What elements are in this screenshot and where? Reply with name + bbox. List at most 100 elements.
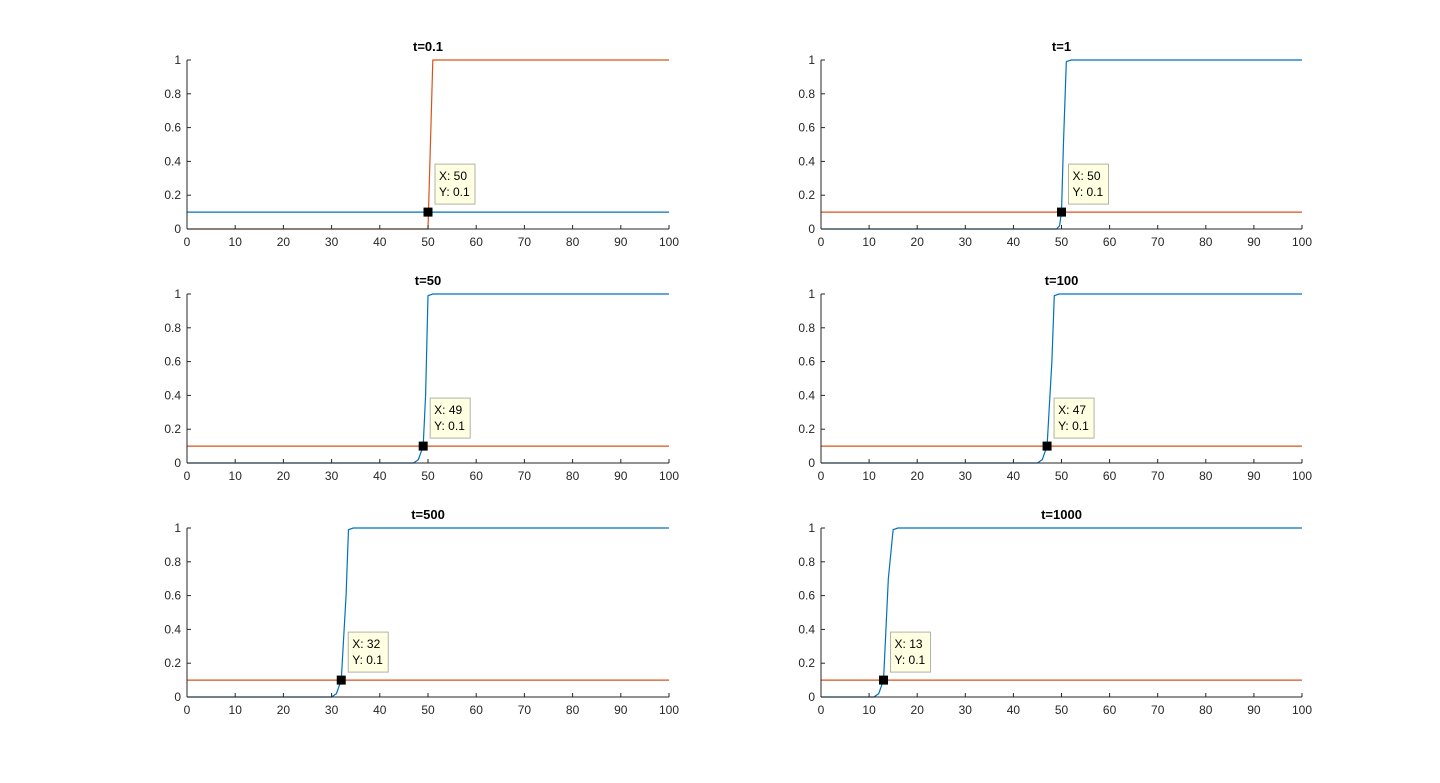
- x-tick-label: 50: [421, 703, 435, 717]
- subplot-title: t=0.1: [413, 39, 443, 54]
- series-line-1: [187, 527, 669, 698]
- y-tick-label: 0.4: [164, 622, 181, 636]
- series-line-1: [821, 527, 1302, 698]
- subplot-title: t=1: [1052, 39, 1071, 54]
- data-tip-text: X: 50: [1073, 169, 1101, 183]
- data-tip-box: [434, 163, 476, 205]
- data-tip: X: 49 Y: 0.1: [418, 397, 471, 451]
- data-tip-marker: [1042, 441, 1052, 451]
- data-tip-text: Y: 0.1: [1058, 419, 1089, 433]
- data-tip-text: Y: 0.1: [434, 419, 465, 433]
- data-tip-marker: [879, 675, 889, 685]
- data-tip-text: X: 13: [895, 637, 923, 651]
- x-tick-label: 70: [518, 469, 532, 483]
- subplot-2: 0 10 20 30 40 50 60 70 80 90 100 0 0.2 0.4 0.6 0.8 1 t=1 X…: [798, 39, 1312, 249]
- y-tick-label: 0.8: [164, 87, 181, 101]
- x-tick-label: 30: [959, 703, 973, 717]
- x-tick-label: 10: [229, 703, 243, 717]
- x-tick-label: 0: [818, 703, 825, 717]
- subplot-title: t=500: [411, 507, 445, 522]
- x-tick-label: 100: [1292, 703, 1312, 717]
- x-tick-label: 80: [1199, 235, 1213, 249]
- x-tick-label: 30: [959, 469, 973, 483]
- subplot-4: 0 10 20 30 40 50 60 70 80 90 100 0 0.2 0.4 0.6 0.8 1 t=10…: [798, 273, 1312, 483]
- x-tick-label: 0: [184, 235, 191, 249]
- data-tip-box: [890, 631, 932, 673]
- subplot-title: t=1000: [1041, 507, 1082, 522]
- y-tick-label: 0: [808, 222, 815, 236]
- x-tick-label: 70: [1151, 235, 1165, 249]
- data-tip: X: 32 Y: 0.1: [336, 631, 389, 685]
- series-line-1: [821, 59, 1302, 230]
- y-tick-label: 0.6: [164, 121, 181, 135]
- data-tip-text: Y: 0.1: [895, 653, 926, 667]
- data-tip-text: X: 32: [352, 637, 380, 651]
- x-tick-label: 60: [470, 235, 484, 249]
- data-tip: X: 13 Y: 0.1: [879, 631, 932, 685]
- y-tick-label: 0.6: [164, 355, 181, 369]
- data-tip-text: Y: 0.1: [439, 185, 470, 199]
- x-tick-label: 90: [614, 469, 628, 483]
- data-tip-marker: [336, 675, 346, 685]
- x-tick-label: 70: [518, 235, 532, 249]
- data-tip-text: Y: 0.1: [1073, 185, 1104, 199]
- x-tick-label: 0: [818, 469, 825, 483]
- y-tick-label: 1: [174, 521, 181, 535]
- y-tick-label: 1: [174, 287, 181, 301]
- x-tick-label: 50: [421, 235, 435, 249]
- x-tick-label: 50: [1055, 235, 1069, 249]
- data-tip-box: [1068, 163, 1109, 205]
- y-tick-label: 1: [808, 521, 815, 535]
- x-tick-label: 80: [566, 469, 580, 483]
- data-tip: X: 47 Y: 0.1: [1042, 397, 1095, 451]
- data-tip-text: X: 47: [1058, 403, 1086, 417]
- y-tick-label: 0.6: [164, 589, 181, 603]
- x-tick-label: 20: [277, 469, 291, 483]
- x-tick-label: 0: [184, 703, 191, 717]
- x-tick-label: 40: [373, 235, 387, 249]
- x-tick-label: 50: [421, 469, 435, 483]
- y-tick-label: 0: [174, 222, 181, 236]
- x-tick-label: 20: [911, 703, 925, 717]
- series-line-1: [187, 293, 669, 464]
- x-tick-label: 40: [1007, 469, 1021, 483]
- y-tick-label: 0.4: [798, 154, 815, 168]
- x-tick-label: 60: [1103, 703, 1117, 717]
- y-tick-label: 0.6: [798, 121, 815, 135]
- x-tick-label: 80: [1199, 703, 1213, 717]
- x-tick-label: 100: [659, 235, 679, 249]
- x-tick-label: 60: [1103, 235, 1117, 249]
- y-tick-label: 0.8: [798, 87, 815, 101]
- x-tick-label: 50: [1055, 469, 1069, 483]
- subplot-3: 0 10 20 30 40 50 60 70 80 90 100 0 0.2 0.4 0.6 0.8 1 t=50…: [164, 273, 679, 483]
- data-tip-box: [347, 631, 389, 673]
- x-tick-label: 90: [1247, 469, 1261, 483]
- x-tick-label: 70: [1151, 469, 1165, 483]
- y-tick-label: 0: [174, 690, 181, 704]
- y-tick-label: 0.8: [798, 321, 815, 335]
- y-tick-label: 0.6: [798, 355, 815, 369]
- data-tip-text: X: 50: [439, 169, 467, 183]
- x-tick-label: 90: [1247, 703, 1261, 717]
- y-tick-label: 0.2: [798, 656, 815, 670]
- data-tip-text: Y: 0.1: [352, 653, 383, 667]
- subplot-title: t=50: [415, 273, 441, 288]
- subplot-5: 0 10 20 30 40 50 60 70 80 90 100 0 0.2 0.4 0.6 0.8 1 t=50…: [164, 507, 679, 717]
- x-tick-label: 10: [862, 235, 876, 249]
- y-tick-label: 0.8: [164, 321, 181, 335]
- x-tick-label: 90: [1247, 235, 1261, 249]
- y-tick-label: 0.6: [798, 589, 815, 603]
- y-tick-label: 0.2: [798, 188, 815, 202]
- subplot-6: 0 10 20 30 40 50 60 70 80 90 100 0 0.2 0.4 0.6 0.8 1 t=10…: [798, 507, 1312, 717]
- y-tick-label: 0.4: [798, 388, 815, 402]
- y-tick-label: 1: [174, 53, 181, 67]
- x-tick-label: 20: [277, 703, 291, 717]
- x-tick-label: 30: [325, 703, 339, 717]
- x-tick-label: 20: [277, 235, 291, 249]
- y-tick-label: 1: [808, 287, 815, 301]
- x-tick-label: 30: [325, 235, 339, 249]
- x-tick-label: 0: [184, 469, 191, 483]
- y-tick-label: 0: [808, 456, 815, 470]
- x-tick-label: 100: [1292, 469, 1312, 483]
- data-tip-marker: [418, 441, 428, 451]
